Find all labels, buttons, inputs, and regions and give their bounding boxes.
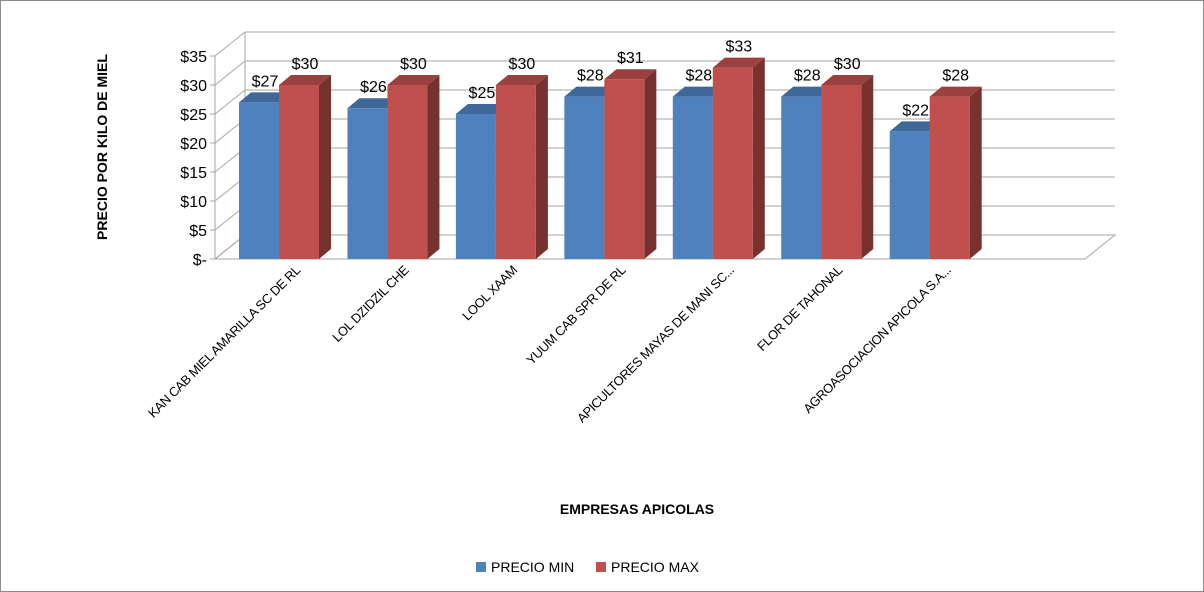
gridline-side [214,31,246,57]
bar-top [929,86,982,97]
bar-top [712,57,765,68]
y-tick-label: $- [193,252,207,269]
bar-side [427,75,440,259]
legend-swatch-precio-max [596,562,606,572]
bar-precio-max [495,85,536,259]
bar-precio-min [347,108,388,259]
bar-top [495,75,548,85]
bar-precio-min [455,114,496,259]
bar-precio-max [712,67,753,259]
bar-side [535,75,548,259]
gridline-side [214,89,246,115]
gridline-side [214,60,246,86]
x-tick-label: KAN CAB MIEL AMARILLA SC DE RL [145,262,303,420]
bar-side [644,69,657,259]
data-label: $27 [252,73,279,90]
bar-precio-min [781,96,822,259]
y-tick-label: $20 [180,136,207,153]
bar-top [672,86,725,97]
bar-top [387,75,440,85]
bar-top [347,98,400,109]
bar-top [279,75,331,85]
data-label: $30 [400,56,427,73]
y-axis-title: PRECIO POR KILO DE MIEL [94,54,110,240]
y-tick-label: $35 [180,49,207,66]
data-label: $28 [942,68,969,85]
bar-top [821,75,874,85]
data-label: $26 [360,79,387,96]
bar-side [319,75,331,259]
data-label: $30 [509,56,536,73]
bar-top [564,86,617,97]
data-label: $28 [685,68,712,85]
bar-precio-min [239,102,279,260]
bar-precio-max [929,96,970,259]
bar-precio-max [604,79,645,259]
bar-precio-min [564,96,605,259]
bar-top [455,104,508,114]
data-labels: $27 $30 $26 $30 $25 $30 $28 $31 $28 $33 $28 $30 $22 $… [252,39,969,120]
data-label: $28 [577,68,604,85]
data-label: $22 [902,102,929,119]
bar-side [969,86,982,259]
x-tick-label: LOOL XAAM [459,263,520,324]
data-label: $31 [617,50,644,67]
x-axis-categories: KAN CAB MIEL AMARILLA SC DE RL LOL DZIDZI… [145,262,954,426]
bar-precio-min [889,131,930,259]
bar-top [889,121,942,132]
bar-top [239,92,291,103]
data-label: $30 [834,56,861,73]
legend-swatch-precio-min [476,562,486,572]
legend-label-precio-max: PRECIO MAX [611,559,700,575]
bar-side [752,57,765,259]
legend: PRECIO MIN PRECIO MAX [476,559,700,575]
data-label: $25 [469,85,496,102]
y-tick-label: $25 [180,107,207,124]
y-tick-label: $30 [180,78,207,95]
bar-precio-max [279,85,319,259]
bar-top [604,69,657,80]
y-axis-ticks: $- $5 $10 $15 $20 $25 $30 $35 [180,49,207,269]
data-label: $33 [725,39,752,56]
bar-top [781,86,834,97]
data-label: $30 [292,56,319,73]
bars [239,57,982,260]
y-tick-label: $5 [189,223,207,240]
x-tick-label: LOL DZIDZIL CHE [329,262,412,345]
bar-side [861,75,874,259]
bar-precio-max [387,85,428,259]
legend-label-precio-min: PRECIO MIN [491,559,574,575]
x-tick-label: FLOR DE TAHONAL [754,262,845,353]
y-tick-label: $15 [180,165,207,182]
bar-precio-min [672,96,713,259]
y-tick-label: $10 [180,194,207,211]
x-axis-title: EMPRESAS APICOLAS [560,501,714,517]
bar-precio-max [821,85,862,259]
data-label: $28 [794,68,821,85]
x-tick-label: YUUM CAB SPR DE RL [523,262,628,367]
